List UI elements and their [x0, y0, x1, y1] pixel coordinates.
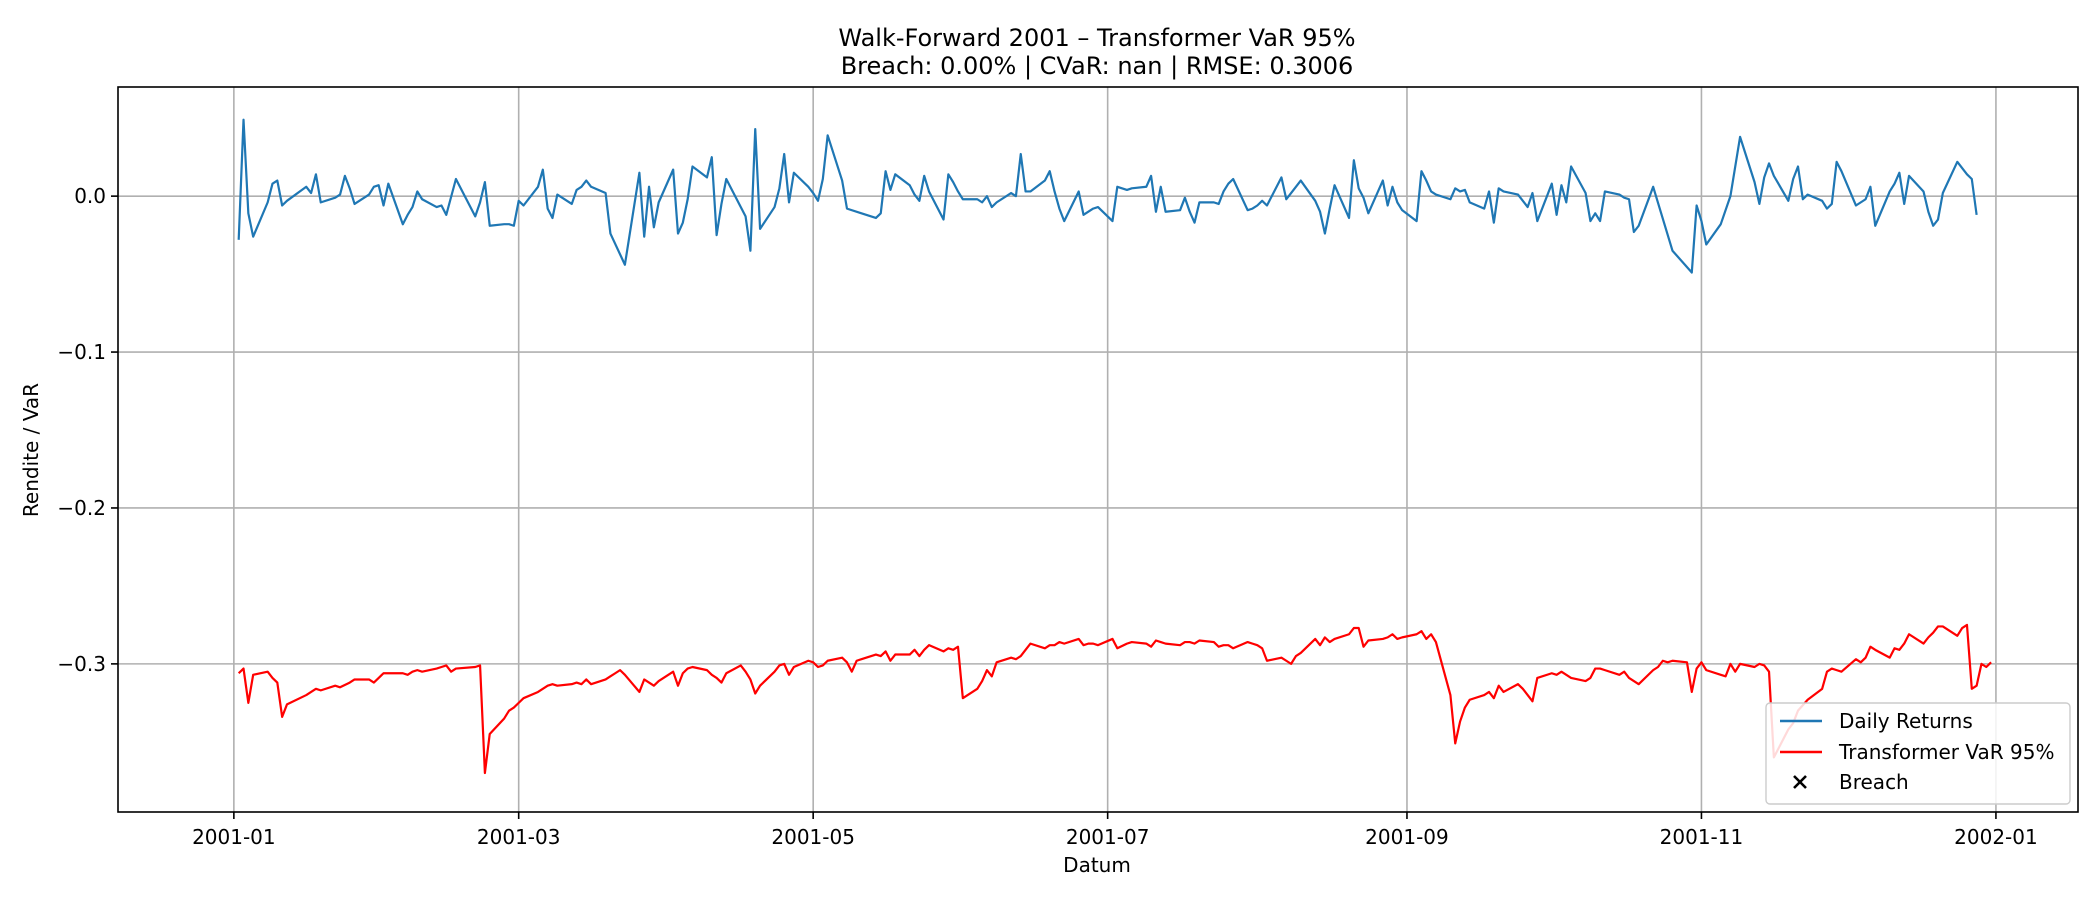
y-tick-label-2: −0.2 [57, 496, 106, 520]
y-tick-label-3: −0.3 [57, 652, 106, 676]
y-tick-label-1: −0.1 [57, 340, 106, 364]
x-tick-label-5: 2001-11 [1660, 825, 1744, 849]
x-tick-label-2: 2001-05 [771, 825, 855, 849]
plot-frame [117, 86, 2079, 813]
legend-box [1765, 702, 2071, 805]
y-axis-label: Rendite / VaR [19, 383, 43, 517]
chart-title-line1: Walk-Forward 2001 – Transformer VaR 95% [838, 24, 1355, 52]
grid-layer [118, 87, 2078, 812]
legend-marker-breach [1793, 775, 1807, 789]
tick-layer: 2001-01 2001-03 2001-05 2001-07 2001-09 2001-… [57, 184, 2037, 849]
legend-label-transformer-var: Transformer VaR 95% [1838, 740, 2054, 764]
x-tick-label-4: 2001-09 [1365, 825, 1449, 849]
y-tick-label-0: 0.0 [74, 184, 106, 208]
series-line-transformer-var-95 [237, 623, 1992, 775]
legend: Daily Returns Transformer VaR 95% Breach [1765, 702, 2071, 805]
legend-label-daily-returns: Daily Returns [1839, 709, 1973, 733]
chart-title-line2: Breach: 0.00% | CVaR: nan | RMSE: 0.3006 [841, 52, 1354, 80]
x-tick-label-6: 2002-01 [1954, 825, 2038, 849]
series-line-daily-returns [237, 118, 1978, 274]
x-tick-label-3: 2001-07 [1066, 825, 1150, 849]
x-axis-label: Datum [1063, 853, 1131, 877]
series-layer [237, 118, 1992, 775]
x-tick-label-1: 2001-03 [477, 825, 561, 849]
legend-label-breach: Breach [1839, 770, 1909, 794]
x-tick-label-0: 2001-01 [192, 825, 276, 849]
